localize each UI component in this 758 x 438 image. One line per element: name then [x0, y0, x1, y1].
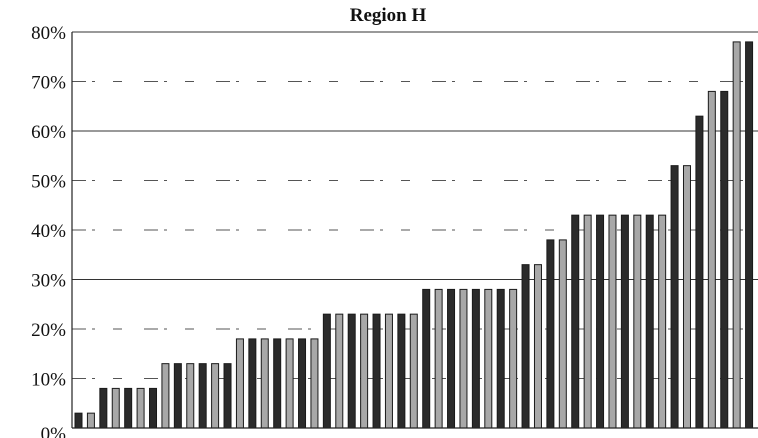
bar: [682, 165, 691, 429]
bar: [149, 387, 158, 429]
bar: [571, 214, 580, 429]
bar: [86, 412, 95, 429]
bar: [533, 264, 542, 429]
bar: [658, 214, 667, 429]
y-axis-ticks: 0% 10% 20% 30% 40% 50% 60% 70% 80%: [31, 23, 66, 438]
bar: [608, 214, 617, 429]
bar: [322, 313, 331, 429]
bar: [260, 338, 269, 429]
bar: [186, 363, 195, 429]
bar: [136, 387, 145, 429]
bar: [707, 90, 716, 429]
bar: [471, 288, 480, 429]
bar: [397, 313, 406, 429]
y-tick-label: 70%: [31, 73, 66, 94]
bar: [496, 288, 505, 429]
bar: [198, 363, 207, 429]
bar: [745, 41, 754, 429]
bar: [695, 115, 704, 429]
bar: [298, 338, 307, 429]
bar: [161, 363, 170, 429]
bar: [273, 338, 282, 429]
y-tick-label: 60%: [31, 122, 66, 143]
bar: [124, 387, 133, 429]
bar: [310, 338, 319, 429]
bar: [645, 214, 654, 429]
bar: [596, 214, 605, 429]
y-tick-label: 50%: [31, 172, 66, 193]
y-tick-label: 20%: [31, 320, 66, 341]
bar: [546, 239, 555, 429]
chart-title: Region H: [350, 5, 427, 26]
bar: [173, 363, 182, 429]
y-tick-label: 0%: [41, 424, 67, 438]
bar: [720, 90, 729, 429]
bars: [74, 41, 754, 429]
bar: [409, 313, 418, 429]
bar: [285, 338, 294, 429]
bar: [583, 214, 592, 429]
bar: [335, 313, 344, 429]
bar: [732, 41, 741, 429]
bar: [223, 363, 232, 429]
bar: [74, 412, 83, 429]
bar: [111, 387, 120, 429]
bar: [558, 239, 567, 429]
bar: [99, 387, 108, 429]
y-tick-label: 30%: [31, 271, 66, 292]
bar: [384, 313, 393, 429]
bar: [484, 288, 493, 429]
bar: [248, 338, 257, 429]
y-tick-label: 80%: [31, 23, 66, 44]
y-tick-label: 40%: [31, 221, 66, 242]
bar: [620, 214, 629, 429]
bar: [447, 288, 456, 429]
bar: [670, 165, 679, 429]
bar: [211, 363, 220, 429]
bar: [434, 288, 443, 429]
bar: [422, 288, 431, 429]
y-tick-label: 10%: [31, 370, 66, 391]
bar: [509, 288, 518, 429]
bar: [633, 214, 642, 429]
bar: [459, 288, 468, 429]
bar: [347, 313, 356, 429]
bar: [360, 313, 369, 429]
bar: [521, 264, 530, 429]
bar: [235, 338, 244, 429]
bar: [372, 313, 381, 429]
